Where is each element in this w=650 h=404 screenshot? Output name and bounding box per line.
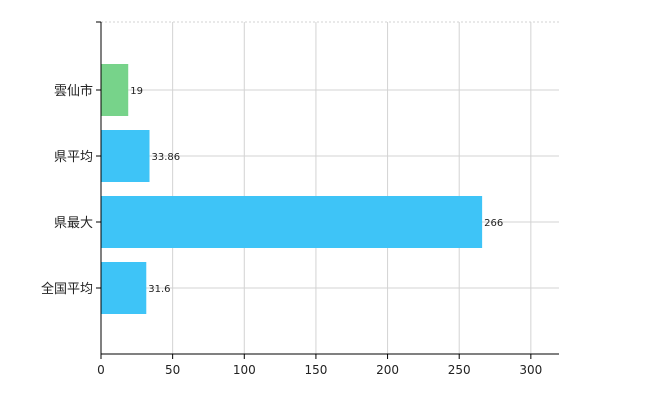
axis-layer bbox=[96, 21, 559, 359]
grid-layer bbox=[101, 21, 559, 354]
x-tick-label: 100 bbox=[233, 363, 256, 377]
category-label: 県平均 bbox=[54, 150, 93, 165]
category-label: 雲仙市 bbox=[54, 83, 93, 99]
x-tick-label: 300 bbox=[519, 363, 542, 377]
bar bbox=[101, 130, 150, 182]
x-tick-label: 250 bbox=[448, 363, 471, 377]
category-label: 全国平均 bbox=[41, 281, 93, 297]
label-layer: 0 50 100 150 200 250 300 雲仙市 19 県平均 33.86 県最大 266 全国平… bbox=[41, 83, 542, 377]
x-tick-label: 0 bbox=[97, 363, 105, 377]
bar bbox=[101, 196, 483, 248]
data-label: 33.86 bbox=[152, 152, 181, 163]
bar bbox=[101, 64, 129, 116]
data-label: 266 bbox=[484, 218, 503, 229]
bar bbox=[101, 262, 147, 314]
data-label: 19 bbox=[130, 86, 143, 97]
x-tick-label: 50 bbox=[165, 363, 180, 377]
data-label: 31.6 bbox=[148, 284, 170, 295]
x-tick-label: 200 bbox=[376, 363, 399, 377]
category-label: 県最大 bbox=[54, 216, 93, 231]
x-tick-label: 150 bbox=[304, 363, 327, 377]
bar-layer bbox=[101, 64, 483, 314]
